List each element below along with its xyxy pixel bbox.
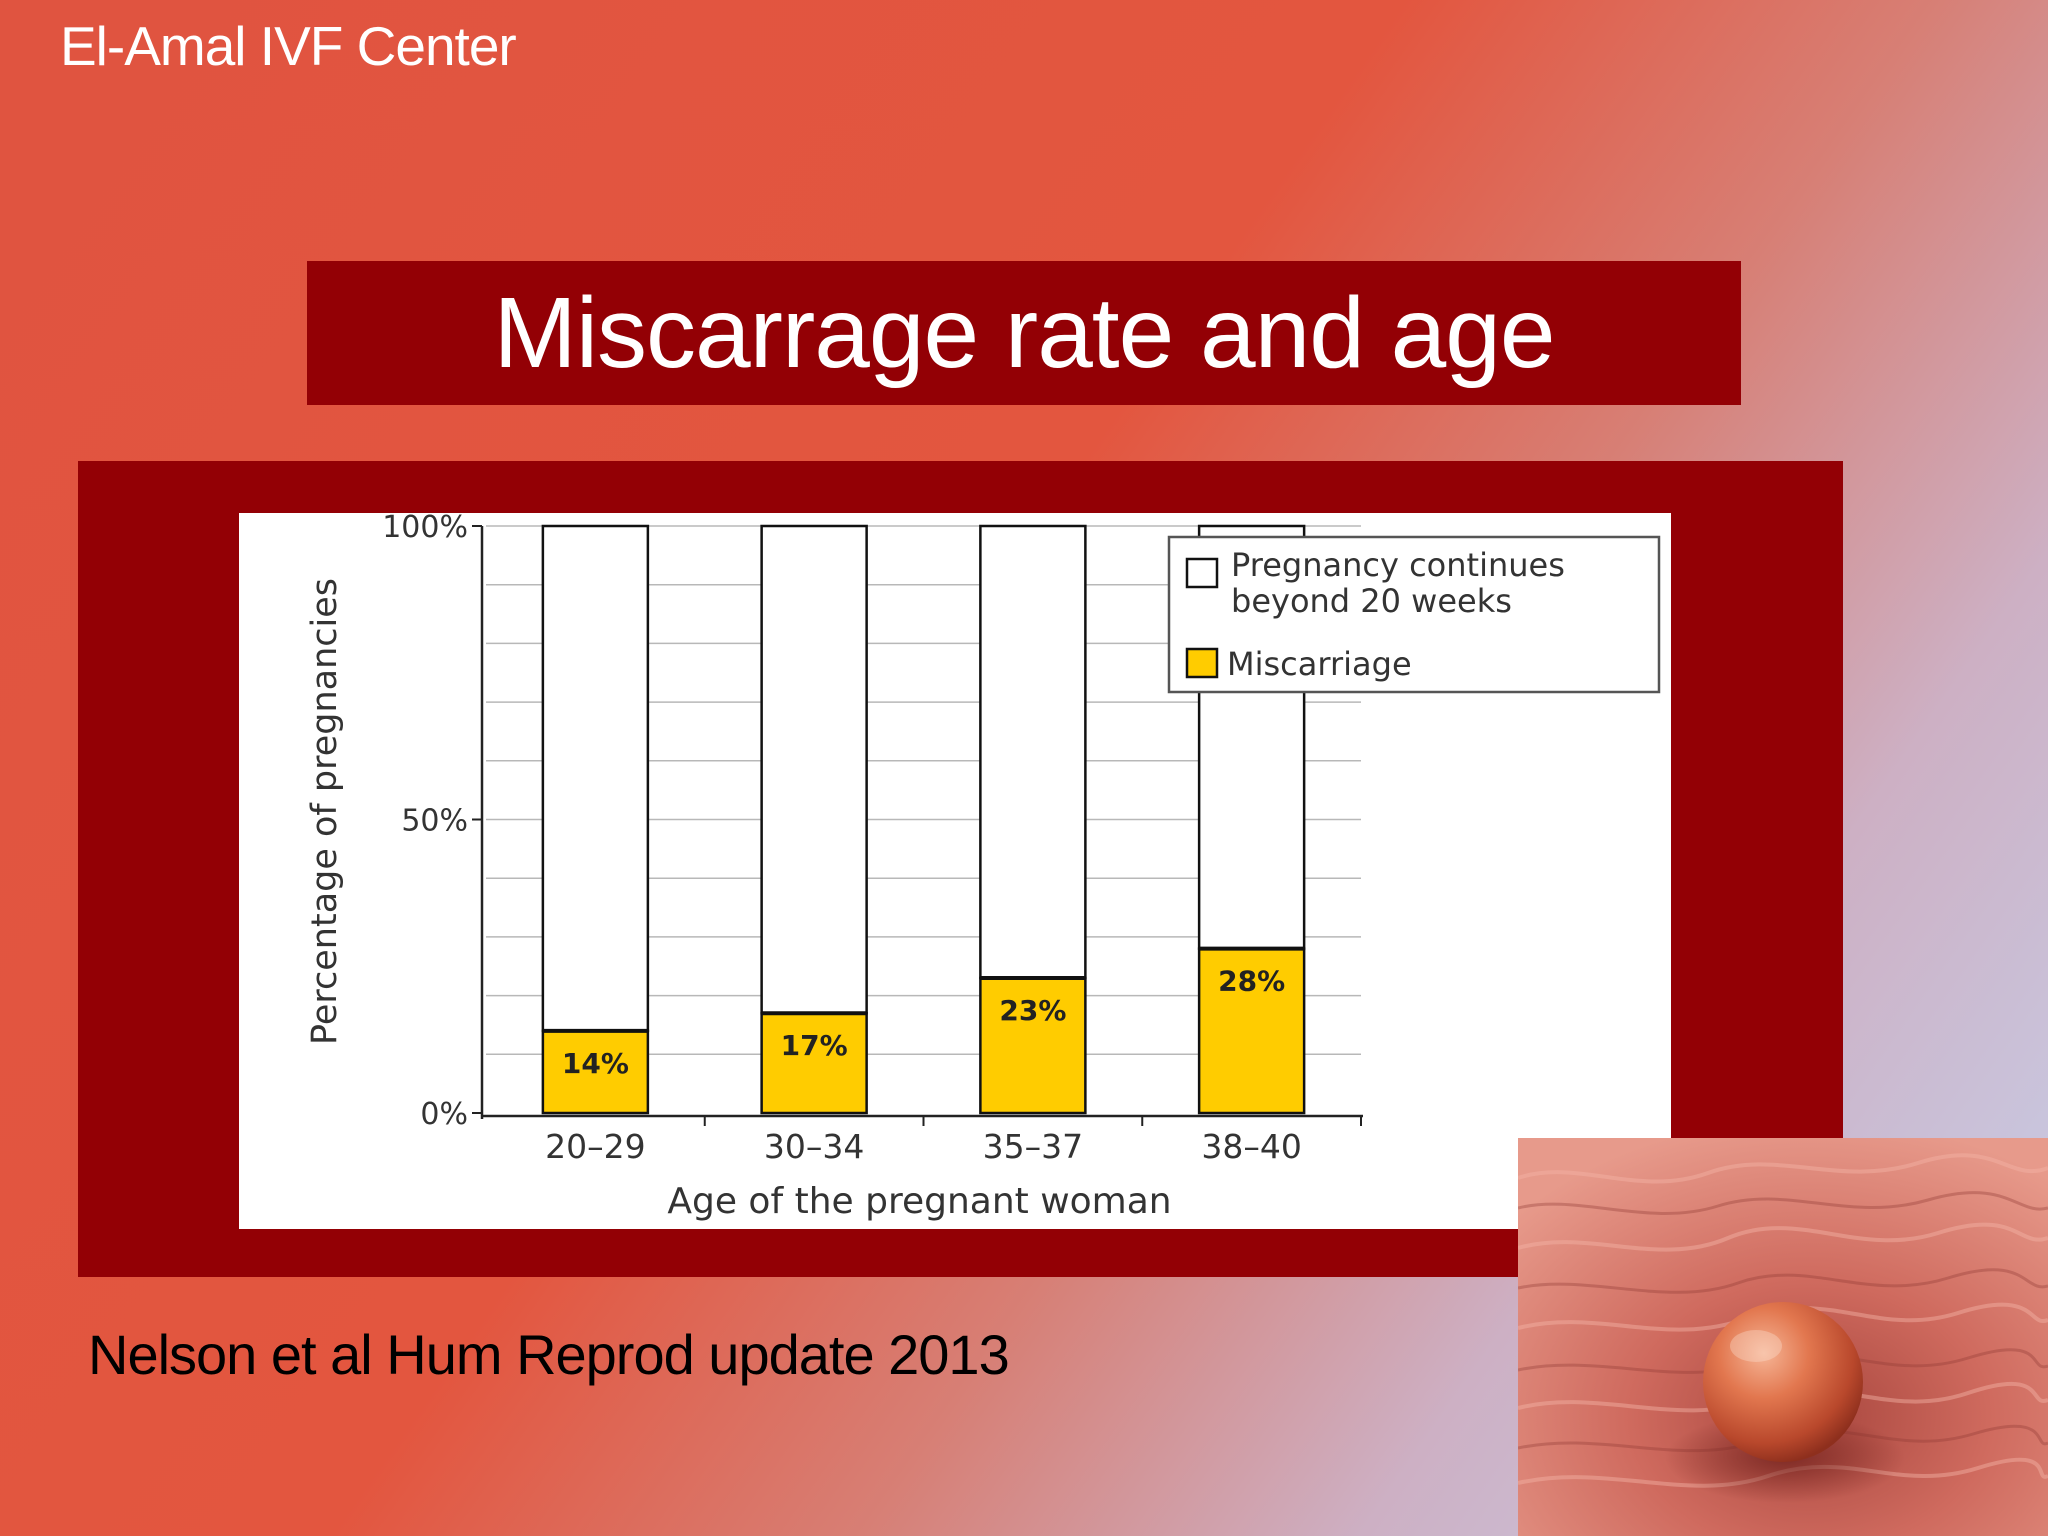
x-axis-label: Age of the pregnant woman bbox=[667, 1181, 1171, 1222]
y-tick-label: 50% bbox=[401, 804, 468, 839]
x-tick-label: 30–34 bbox=[764, 1127, 864, 1166]
bar-pregnancy-continues bbox=[979, 524, 1087, 980]
bar-pregnancy-continues bbox=[541, 524, 650, 1033]
x-tick-label: 35–37 bbox=[983, 1127, 1083, 1166]
legend-box bbox=[1167, 535, 1661, 694]
chart-panel: 0% 50% 100% 14% 20–29 17% 30–34 23% 35–37 28% 38–4… bbox=[239, 513, 1671, 1229]
data-label: 17% bbox=[781, 1029, 848, 1062]
embryo-image bbox=[1518, 1138, 2048, 1536]
title-banner: Miscarrage rate and age bbox=[307, 261, 1741, 405]
y-tick-label: 0% bbox=[420, 1097, 468, 1132]
x-tick-label: 38–40 bbox=[1201, 1127, 1301, 1166]
bar-pregnancy-continues bbox=[760, 524, 868, 1015]
data-label: 28% bbox=[1218, 965, 1285, 998]
citation: Nelson et al Hum Reprod update 2013 bbox=[88, 1323, 1010, 1386]
x-tick-label: 20–29 bbox=[545, 1127, 645, 1166]
bar-miscarriage bbox=[1197, 947, 1306, 1115]
legend-label-continues: Pregnancy continues beyond 20 weeks bbox=[1231, 546, 1565, 620]
slide-title: Miscarrage rate and age bbox=[493, 276, 1556, 389]
data-label: 23% bbox=[999, 994, 1066, 1027]
bar-miscarriage bbox=[979, 976, 1087, 1115]
legend-swatch-continues bbox=[1185, 557, 1219, 589]
bar-miscarriage bbox=[760, 1011, 868, 1115]
miscarriage-age-chart: 0% 50% 100% 14% 20–29 17% 30–34 23% 35–37 28% 38–4… bbox=[305, 513, 1661, 1222]
legend-swatch-miscarriage bbox=[1185, 647, 1219, 679]
center-name: El-Amal IVF Center bbox=[60, 15, 517, 77]
y-axis-label: Percentage of pregnancies bbox=[305, 578, 345, 1045]
data-label: 14% bbox=[562, 1047, 629, 1080]
legend-label-miscarriage: Miscarriage bbox=[1227, 645, 1412, 683]
y-tick-label: 100% bbox=[382, 513, 468, 545]
chart-frame: 0% 50% 100% 14% 20–29 17% 30–34 23% 35–37 28% 38–4… bbox=[78, 461, 1843, 1277]
